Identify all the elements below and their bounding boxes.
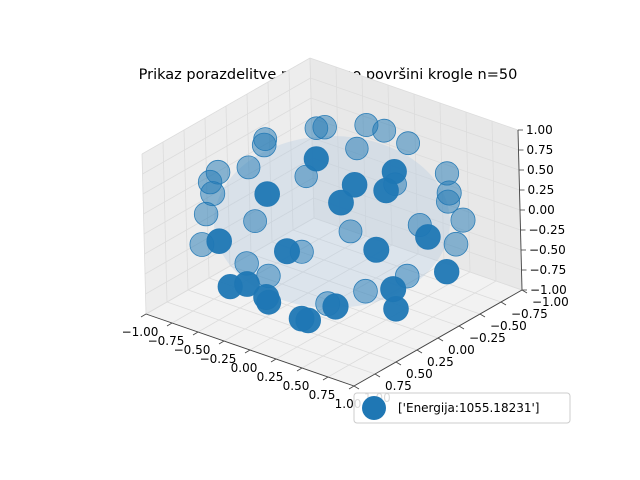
- z-tick-label: 0.50: [527, 163, 554, 177]
- charge-point: [200, 181, 226, 207]
- x-tick-label: −0.25: [200, 352, 237, 366]
- charge-point: [373, 177, 399, 204]
- z-tick-label: 0.00: [528, 203, 555, 217]
- x-tick-label: 0.75: [309, 388, 336, 402]
- charge-point: [443, 231, 469, 257]
- y-tick-label: −0.75: [511, 307, 548, 321]
- charge-point: [353, 278, 378, 304]
- charge-point: [256, 263, 281, 289]
- legend-frame: [353, 392, 571, 424]
- charge-point: [434, 259, 460, 285]
- grid-line: [143, 137, 313, 235]
- charge-point: [288, 305, 315, 332]
- x-tick-label: −1.00: [122, 325, 159, 339]
- charge-point: [415, 224, 441, 250]
- z-tick-label: −1.00: [530, 283, 567, 297]
- y-tick-mark: [479, 313, 486, 318]
- y-tick-mark: [437, 337, 444, 342]
- y-tick-mark: [458, 325, 465, 330]
- x-tick-label: 0.00: [231, 361, 258, 375]
- grid-line: [183, 129, 189, 291]
- charge-point: [338, 219, 363, 244]
- charge-point: [341, 172, 368, 198]
- grid-line: [301, 271, 471, 369]
- x-tick-label: −0.50: [174, 343, 211, 357]
- y-tick-label: −0.25: [469, 331, 506, 345]
- x-tick-mark: [322, 376, 329, 381]
- y-tick-label: 0.25: [427, 355, 454, 369]
- charge-point: [436, 180, 462, 206]
- legend: ['Energija:1055.18231']: [353, 392, 571, 424]
- x-tick-mark: [166, 322, 173, 327]
- z-tick-label: −0.25: [529, 223, 566, 237]
- charge-point: [312, 114, 337, 140]
- charge-point: [363, 236, 390, 263]
- legend-marker: [362, 396, 386, 420]
- charge-point: [380, 276, 407, 303]
- grid-line: [327, 280, 497, 378]
- x-tick-mark: [270, 358, 277, 363]
- y-tick-mark: [416, 349, 423, 354]
- grid-line: [310, 77, 519, 151]
- charge-point: [328, 189, 354, 216]
- grid-line: [141, 57, 311, 155]
- y-tick-label: 0.50: [406, 367, 433, 381]
- grid-line: [141, 153, 147, 315]
- y-tick-label: −0.50: [490, 319, 527, 333]
- charge-points: [189, 113, 476, 334]
- grid-line: [142, 77, 311, 175]
- grid-line: [491, 120, 497, 282]
- tick-labels: −1.00−0.75−0.50−0.250.000.250.500.751.00…: [122, 123, 569, 411]
- charge-point: [206, 228, 233, 255]
- x-tick-label: 0.25: [257, 370, 284, 384]
- z-tick-label: 0.25: [528, 183, 555, 197]
- grid-line: [162, 141, 168, 303]
- z-tick-label: 1.00: [526, 123, 553, 137]
- x-tick-mark: [244, 349, 251, 354]
- x-tick-mark: [192, 331, 199, 336]
- x-tick-label: −0.75: [148, 334, 185, 348]
- y-tick-label: 0.75: [385, 379, 412, 393]
- z-tick-label: 0.75: [527, 143, 554, 157]
- y-tick-label: −1.00: [532, 295, 569, 309]
- x-tick-mark: [348, 385, 355, 390]
- grid-line: [142, 97, 312, 195]
- grid-line: [166, 301, 376, 375]
- charge-point: [354, 113, 379, 138]
- charge-point: [396, 131, 421, 156]
- x-tick-mark: [296, 367, 303, 372]
- y-tick-mark: [374, 373, 381, 378]
- grid-line: [311, 117, 520, 191]
- legend-label: ['Energija:1055.18231']: [398, 401, 539, 415]
- charge-point: [254, 181, 281, 207]
- z-tick-label: −0.50: [529, 243, 566, 257]
- x-tick-mark: [140, 313, 147, 318]
- charge-point: [243, 209, 268, 234]
- grid-line: [309, 57, 519, 131]
- charge-point: [205, 159, 231, 185]
- charge-point: [273, 238, 300, 265]
- grid-line: [465, 111, 471, 273]
- charge-point: [253, 283, 280, 310]
- charge-point: [251, 132, 277, 158]
- y-tick-mark: [500, 301, 507, 306]
- x-tick-label: 0.50: [283, 379, 310, 393]
- charge-point: [234, 271, 260, 297]
- x-tick-mark: [218, 340, 225, 345]
- charge-point: [450, 207, 476, 233]
- charge-point: [303, 146, 329, 172]
- y-tick-label: 0.00: [448, 343, 475, 357]
- y-tick-mark: [521, 289, 528, 294]
- charge-point: [345, 136, 369, 161]
- y-tick-mark: [353, 385, 360, 390]
- charge-point: [236, 155, 261, 180]
- z-tick-label: −0.75: [530, 263, 567, 277]
- y-tick-mark: [395, 361, 402, 366]
- charge-point: [322, 293, 349, 320]
